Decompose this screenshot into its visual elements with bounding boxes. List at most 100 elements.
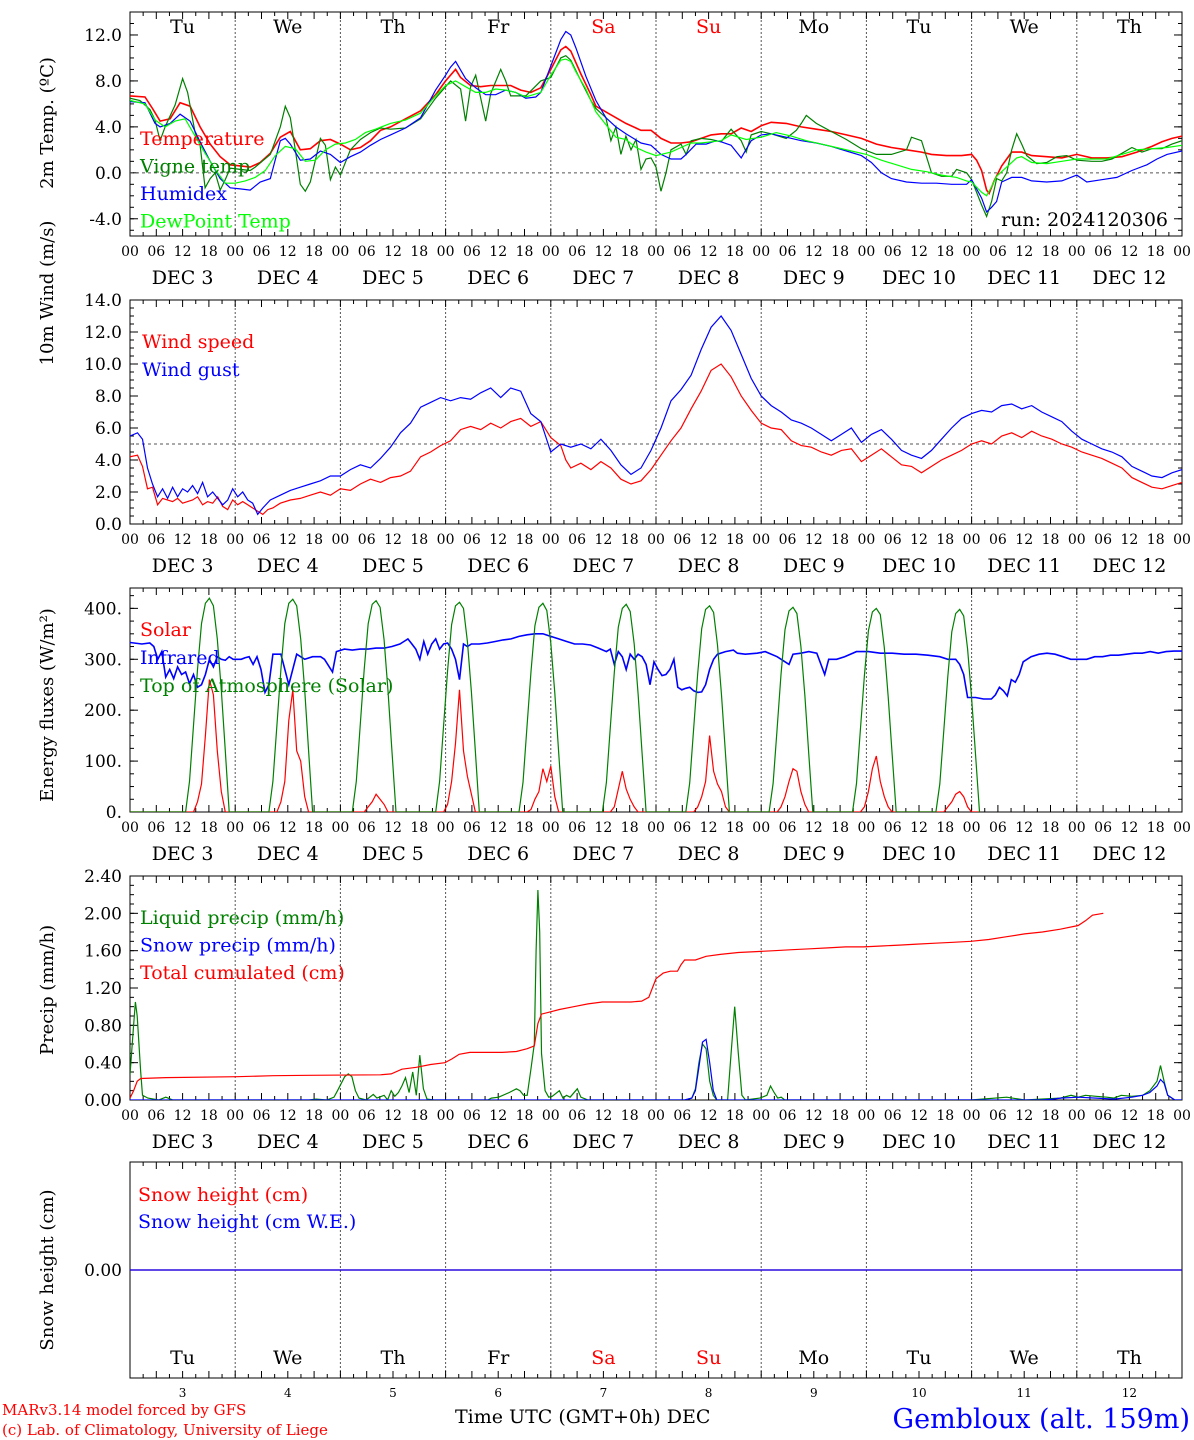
hour-tick-label: 18 (831, 1108, 849, 1124)
date-label: DEC 3 (152, 1131, 214, 1153)
hour-tick-label: 12 (910, 532, 928, 548)
hour-tick-label: 12 (174, 1108, 192, 1124)
hour-tick-label: 18 (1042, 1108, 1060, 1124)
hour-tick-label: 06 (358, 1108, 376, 1124)
hour-tick-label: 06 (463, 532, 481, 548)
date-label: DEC 11 (987, 555, 1061, 577)
day-abbr-label: Th (381, 16, 406, 38)
hour-tick-label: 00 (226, 820, 244, 836)
hour-tick-label: 06 (989, 1108, 1007, 1124)
hour-tick-label: 06 (779, 1108, 797, 1124)
hour-tick-label: 00 (437, 244, 455, 260)
hour-tick-label: 18 (831, 532, 849, 548)
hour-tick-label: 06 (779, 244, 797, 260)
y-tick-label: 2.00 (84, 904, 122, 924)
hour-tick-label: 06 (673, 244, 691, 260)
date-label: DEC 6 (467, 1131, 529, 1153)
hour-tick-label: 12 (279, 532, 297, 548)
y-axis-label: 2m Temp. (ºC) (37, 57, 58, 189)
y-tick-label: 0.00 (84, 1261, 122, 1281)
hour-tick-label: 18 (200, 1108, 218, 1124)
day-abbr-label: Su (696, 1347, 721, 1369)
hour-tick-label: 18 (726, 244, 744, 260)
date-label: DEC 10 (882, 843, 956, 865)
hour-tick-label: 12 (384, 244, 402, 260)
hour-tick-label: 00 (331, 532, 349, 548)
series-line-total-cumulated-cm (130, 912, 1104, 1099)
date-label: DEC 3 (152, 843, 214, 865)
hour-tick-label: 00 (542, 820, 560, 836)
series-line-infrared (130, 633, 1182, 700)
series-line-top-of-atmosphere-solar (130, 597, 981, 812)
legend-entry: Solar (140, 619, 192, 641)
day-abbr-label: Mo (798, 16, 829, 38)
legend-entry: Wind speed (142, 331, 254, 353)
hour-tick-label: 00 (121, 244, 139, 260)
day-number-label: 10 (911, 1386, 926, 1400)
hour-tick-label: 12 (594, 1108, 612, 1124)
series-group (130, 889, 1182, 1100)
hour-tick-label: 12 (279, 820, 297, 836)
hour-tick-label: 18 (831, 820, 849, 836)
location-label: Gembloux (alt. 159m) (893, 1404, 1190, 1435)
date-label: DEC 12 (1092, 843, 1166, 865)
hour-tick-label: 06 (568, 820, 586, 836)
hour-tick-label: 00 (542, 244, 560, 260)
series-group (130, 597, 1182, 812)
legend-entry: Liquid precip (mm/h) (140, 907, 344, 929)
hour-tick-label: 18 (936, 244, 954, 260)
hour-tick-label: 06 (989, 244, 1007, 260)
y-tick-label: 12.0 (84, 323, 122, 343)
hour-tick-label: 18 (1042, 820, 1060, 836)
hour-tick-label: 12 (1015, 820, 1033, 836)
hour-tick-label: 00 (331, 820, 349, 836)
hour-tick-label: 00 (437, 820, 455, 836)
hour-tick-label: 12 (805, 244, 823, 260)
day-abbr-label: Tu (907, 1347, 932, 1369)
hour-tick-label: 12 (1120, 244, 1138, 260)
hour-tick-label: 06 (358, 820, 376, 836)
hour-tick-label: 06 (884, 820, 902, 836)
day-abbr-label: Tu (907, 16, 932, 38)
hour-tick-label: 06 (779, 532, 797, 548)
hour-tick-label: 00 (1173, 532, 1191, 548)
hour-tick-label: 06 (673, 532, 691, 548)
hour-tick-label: 06 (253, 244, 271, 260)
y-tick-label: 0. (106, 803, 122, 823)
y-tick-label: 0.80 (84, 1016, 122, 1036)
hour-tick-label: 06 (568, 532, 586, 548)
hour-tick-label: 18 (200, 244, 218, 260)
hour-tick-label: 00 (226, 532, 244, 548)
hour-tick-label: 18 (410, 1108, 428, 1124)
hour-tick-label: 00 (542, 1108, 560, 1124)
hour-tick-label: 06 (1094, 244, 1112, 260)
hour-tick-label: 00 (1173, 820, 1191, 836)
y-tick-label: 8.0 (95, 72, 122, 92)
day-abbr-label: Th (1117, 1347, 1142, 1369)
day-abbr-label: Mo (798, 1347, 829, 1369)
date-label: DEC 9 (783, 555, 845, 577)
day-abbr-label: Tu (170, 16, 195, 38)
hour-tick-label: 12 (489, 820, 507, 836)
hour-tick-label: 00 (1173, 1108, 1191, 1124)
hour-tick-label: 12 (174, 244, 192, 260)
footer: MARv3.14 model forced by GFS (c) Lab. of… (2, 1401, 1190, 1439)
y-tick-label: 100. (84, 752, 122, 772)
hour-tick-label: 18 (621, 820, 639, 836)
hour-tick-label: 18 (831, 244, 849, 260)
hour-tick-label: 06 (253, 532, 271, 548)
hour-tick-label: 12 (594, 244, 612, 260)
date-label: DEC 3 (152, 555, 214, 577)
legend-entry: Vigne temp (139, 156, 250, 178)
y-tick-label: 6.0 (95, 419, 122, 439)
date-label: DEC 4 (257, 555, 319, 577)
footer-axis-title: Time UTC (GMT+0h) DEC (455, 1406, 710, 1428)
day-abbr-label: Fr (487, 16, 510, 38)
date-label: DEC 8 (678, 555, 740, 577)
date-label: DEC 10 (882, 267, 956, 289)
day-abbr-label: We (1010, 16, 1039, 38)
hour-tick-label: 00 (331, 244, 349, 260)
hour-tick-label: 12 (594, 820, 612, 836)
panel-snow: 0.00 Snow height (cm) Snow height (cm) Snow… (37, 1161, 1183, 1400)
legend-entry: Humidex (140, 183, 227, 205)
